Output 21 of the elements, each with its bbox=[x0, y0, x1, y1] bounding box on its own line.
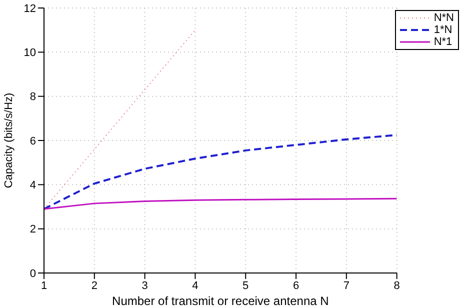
y-axis-title: Capacity (bits/s/Hz) bbox=[2, 92, 15, 188]
x-tick-label: 3 bbox=[142, 280, 148, 292]
y-tick-label: 2 bbox=[30, 224, 36, 236]
x-tick-label: 7 bbox=[343, 280, 350, 292]
y-tick-label: 10 bbox=[24, 47, 36, 60]
x-tick-label: 8 bbox=[394, 280, 400, 292]
x-axis-title: Number of transmit or receive antenna N bbox=[112, 294, 329, 307]
y-tick-label: 4 bbox=[30, 180, 36, 192]
legend-label: N*1 bbox=[434, 36, 452, 48]
legend-label: N*N bbox=[434, 12, 454, 24]
y-tick-label: 12 bbox=[24, 2, 36, 15]
x-tick-label: 6 bbox=[292, 280, 300, 292]
y-tick-label: 0 bbox=[30, 268, 36, 280]
y-tick-label: 6 bbox=[30, 135, 36, 148]
x-tick-label: 2 bbox=[91, 280, 98, 292]
y-tick-label: 8 bbox=[30, 91, 36, 104]
line-series bbox=[44, 198, 397, 210]
x-tick-label: 1 bbox=[40, 280, 48, 292]
legend-label: 1*N bbox=[434, 24, 452, 36]
x-tick-label: 5 bbox=[242, 280, 249, 292]
x-tick-label: 4 bbox=[192, 280, 198, 292]
